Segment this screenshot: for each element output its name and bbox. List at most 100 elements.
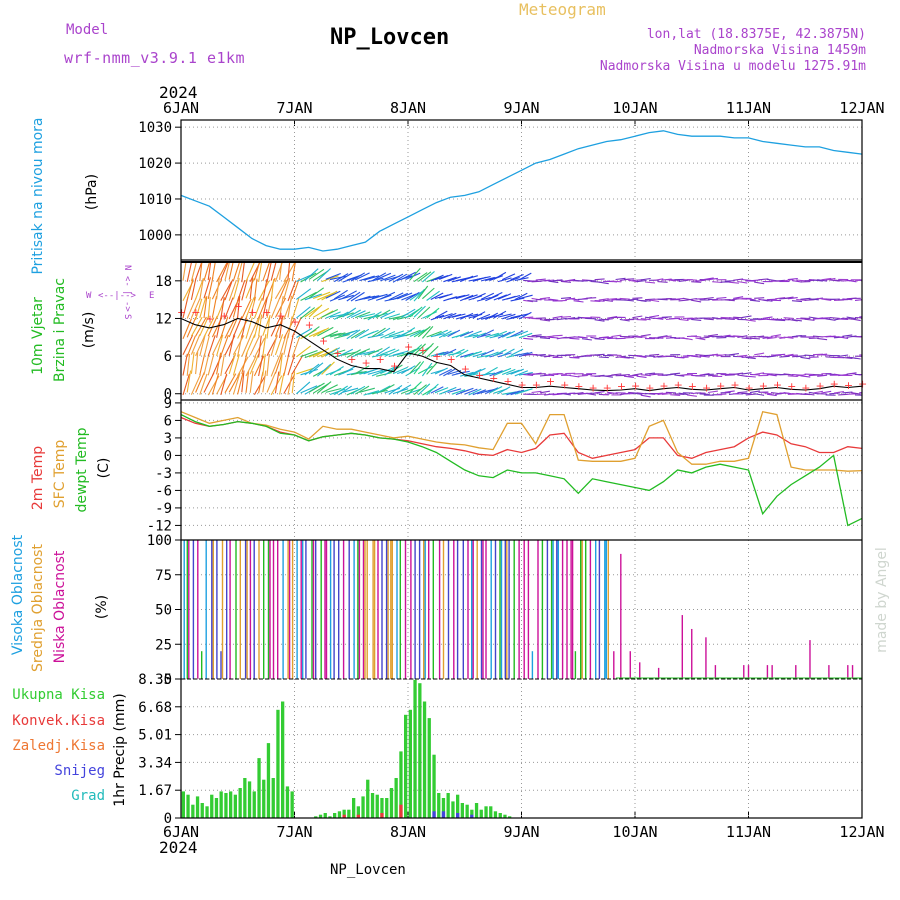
wind-vector bbox=[338, 348, 354, 357]
wind-vector bbox=[804, 393, 815, 396]
wind-vector bbox=[640, 394, 651, 398]
precip-bar bbox=[186, 794, 190, 818]
model-elevation-label: Nadmorska Visina u modelu 1275.91m bbox=[600, 59, 866, 74]
wind-vector bbox=[766, 278, 777, 282]
wind-vector bbox=[527, 280, 538, 283]
wind-vector bbox=[501, 348, 515, 357]
wind-vector bbox=[455, 349, 469, 358]
wind-vector bbox=[544, 335, 555, 338]
wind-vector bbox=[371, 369, 388, 377]
wind-vector bbox=[586, 297, 597, 299]
wind-vector bbox=[325, 387, 342, 393]
wind-vector bbox=[703, 277, 714, 281]
wind-vector bbox=[195, 372, 205, 393]
wind-vector bbox=[510, 273, 524, 281]
precip-bar bbox=[489, 806, 493, 818]
wind-vector bbox=[237, 295, 241, 318]
wind-vector bbox=[346, 309, 361, 319]
compass-arrows: <--|--> bbox=[98, 291, 137, 301]
wind-vector bbox=[274, 297, 287, 318]
top-x-ticks: 6JAN 7JAN 8JAN 9JAN 10JAN 11JAN 12JAN bbox=[163, 99, 885, 126]
wind-vector bbox=[321, 275, 339, 283]
precip-bar bbox=[413, 679, 417, 818]
wind-vector bbox=[451, 348, 465, 356]
wind-vector bbox=[434, 310, 448, 319]
wind-vector bbox=[380, 291, 396, 300]
precip-bar bbox=[493, 811, 498, 818]
wind-vector bbox=[308, 304, 323, 318]
wind-vector bbox=[422, 311, 438, 319]
wind-vector bbox=[338, 385, 353, 396]
wind-vector bbox=[480, 292, 495, 300]
wind-vector bbox=[451, 313, 466, 318]
wind-vector bbox=[291, 371, 296, 394]
wind-vector bbox=[611, 373, 622, 376]
wind-vector bbox=[409, 290, 424, 301]
precip-snow-label: Snijeg bbox=[54, 763, 105, 779]
wind-vector bbox=[279, 278, 289, 299]
compass-down-arrow: -> bbox=[122, 301, 132, 312]
wind-gust-marker: + bbox=[333, 347, 342, 360]
wind-vector bbox=[203, 296, 208, 319]
wind-vector bbox=[821, 298, 832, 301]
precip-bar bbox=[508, 816, 512, 818]
precip-bar bbox=[219, 791, 223, 818]
wind-vector bbox=[232, 316, 243, 338]
wind-vector bbox=[653, 337, 664, 339]
bottom-x-tick-label: 10JAN bbox=[612, 823, 657, 841]
wind-vector bbox=[661, 392, 672, 396]
wind-vector bbox=[636, 279, 647, 283]
pressure-unit: (hPa) bbox=[84, 174, 100, 210]
wind-gust-marker: + bbox=[588, 381, 597, 394]
precip-bar bbox=[195, 796, 200, 818]
wind-vector bbox=[472, 352, 487, 358]
wind-gust-marker: + bbox=[759, 380, 768, 393]
wind-vector bbox=[329, 349, 346, 356]
wind-vector bbox=[312, 367, 330, 377]
wind-speed-line bbox=[180, 317, 863, 392]
wind-vector bbox=[539, 297, 550, 300]
wind-vector bbox=[804, 354, 815, 357]
wind-vector bbox=[325, 347, 341, 357]
wind-vector bbox=[745, 297, 756, 301]
wind-vector bbox=[501, 330, 516, 338]
wind-vector bbox=[384, 334, 401, 339]
wind-gust-marker: + bbox=[319, 334, 328, 347]
wind-vector bbox=[279, 262, 283, 280]
wind-vector bbox=[501, 273, 516, 281]
wind-vector bbox=[838, 318, 849, 320]
wind-vector bbox=[220, 334, 229, 356]
wind-vector bbox=[439, 293, 453, 299]
wind-gust-marker: + bbox=[205, 312, 214, 325]
temp-unit: (C) bbox=[96, 458, 112, 479]
wind-vector bbox=[741, 337, 752, 340]
wind-vector bbox=[707, 277, 718, 281]
wind-vector bbox=[430, 292, 444, 300]
pressure-line bbox=[180, 130, 863, 252]
pressure-labels: Pritisak na nivou mora (hPa) bbox=[30, 117, 100, 274]
wind-vector bbox=[817, 279, 828, 282]
wind-vector bbox=[703, 318, 714, 321]
wind-vector bbox=[657, 281, 668, 283]
wind-vector bbox=[413, 384, 427, 396]
precip-tick-label: 5.01 bbox=[138, 728, 172, 744]
wind-vector bbox=[451, 389, 466, 395]
cloud-unit: (%) bbox=[94, 595, 110, 619]
wind-vector bbox=[367, 347, 383, 356]
wind-vector bbox=[686, 279, 698, 281]
wind-vector bbox=[661, 335, 672, 338]
wind-vector bbox=[329, 294, 346, 302]
wind-vector bbox=[514, 277, 529, 282]
wind-vector bbox=[838, 393, 849, 396]
wind-vector bbox=[649, 353, 660, 356]
precip-bar bbox=[470, 809, 474, 818]
wind-vector bbox=[468, 330, 482, 337]
wind-vector bbox=[707, 390, 718, 394]
wind-vector bbox=[762, 392, 773, 395]
wind-vector bbox=[485, 351, 499, 358]
wind-vector bbox=[581, 373, 593, 376]
wind-gust-marker: + bbox=[475, 369, 484, 382]
wind-gust-marker: + bbox=[177, 306, 186, 319]
wind-vector bbox=[493, 330, 508, 337]
wind-vector bbox=[653, 278, 664, 282]
